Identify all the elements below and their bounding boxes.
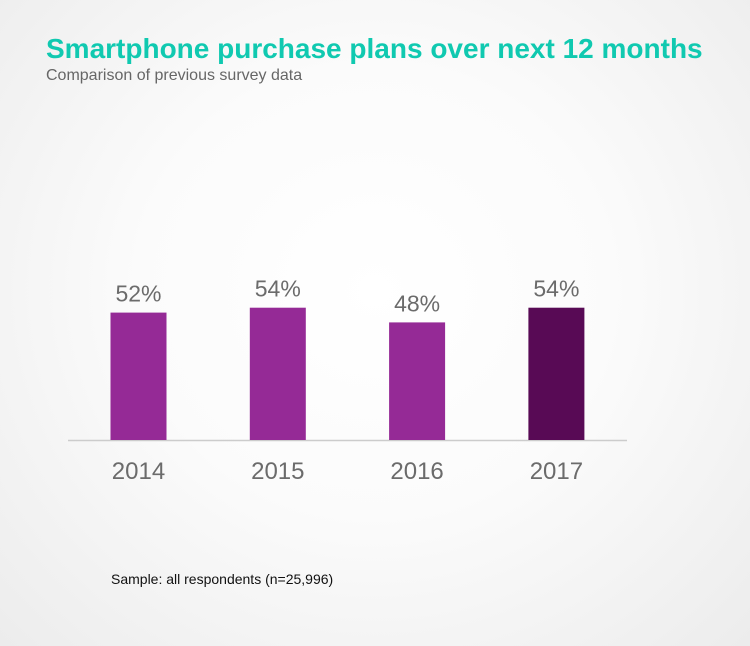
value-label-2014: 52% bbox=[115, 281, 161, 307]
value-label-2017: 54% bbox=[533, 276, 579, 302]
chart-title: Smartphone purchase plans over next 12 m… bbox=[46, 33, 703, 64]
bar-2014 bbox=[110, 312, 167, 440]
bar-2016 bbox=[389, 322, 446, 440]
value-label-2016: 48% bbox=[394, 290, 440, 316]
category-label-2017: 2017 bbox=[530, 458, 583, 485]
sample-footnote: Sample: all respondents (n=25,996) bbox=[111, 571, 334, 587]
bar-2017 bbox=[528, 307, 585, 440]
chart-subtitle: Comparison of previous survey data bbox=[46, 67, 303, 84]
bar-2015 bbox=[249, 307, 306, 440]
category-label-2016: 2016 bbox=[390, 458, 443, 485]
value-label-2015: 54% bbox=[255, 276, 301, 302]
category-label-2014: 2014 bbox=[112, 458, 165, 485]
category-label-2015: 2015 bbox=[251, 458, 304, 485]
